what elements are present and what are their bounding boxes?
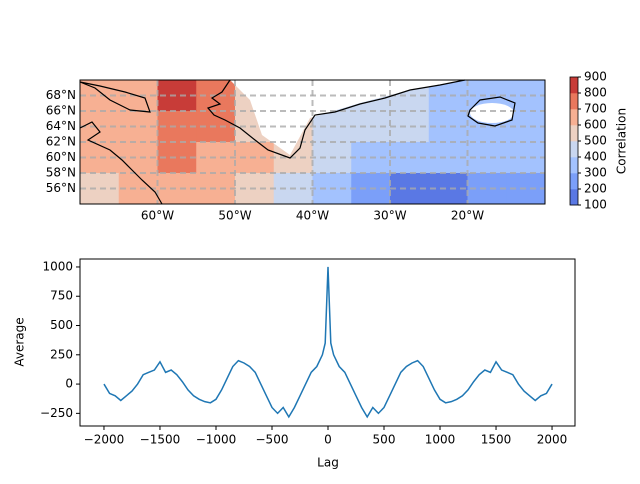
y-tick-label: 66°N xyxy=(46,104,76,118)
y-axis-label: Average xyxy=(13,317,27,366)
x-tick-label: 30°W xyxy=(373,209,406,223)
coastline xyxy=(467,96,516,127)
y-tick-label: 64°N xyxy=(46,119,76,133)
colorbar-segment xyxy=(570,125,578,142)
colorbar-segment xyxy=(570,141,578,158)
y-tick-label: 56°N xyxy=(46,181,76,195)
x-tick-label: 60°W xyxy=(141,209,174,223)
x-tick-label: 50°W xyxy=(218,209,251,223)
y-tick-label: 62°N xyxy=(46,135,76,149)
colorbar-tick-label: 800 xyxy=(584,86,607,100)
y-tick-label: 500 xyxy=(50,318,73,332)
colorbar-tick-label: 700 xyxy=(584,102,607,116)
x-axis-label: Lag xyxy=(317,456,339,470)
map-frame xyxy=(79,79,546,205)
y-tick-label: 750 xyxy=(50,289,73,303)
colorbar-tick-label: 300 xyxy=(584,166,607,180)
x-tick-label: 1500 xyxy=(481,433,512,447)
land-mask xyxy=(470,103,514,123)
y-tick-label: 250 xyxy=(50,347,73,361)
x-tick-label: 40°W xyxy=(296,209,329,223)
x-tick-label: 2000 xyxy=(537,433,568,447)
y-tick-label: 58°N xyxy=(46,166,76,180)
colorbar-segment xyxy=(570,173,578,190)
colorbar-tick-label: 500 xyxy=(584,134,607,148)
coastline xyxy=(79,121,163,205)
colorbar-tick-label: 600 xyxy=(584,118,607,132)
y-tick-label: −250 xyxy=(40,406,73,420)
x-tick-label: −1500 xyxy=(140,433,181,447)
colorbar-tick-label: 400 xyxy=(584,150,607,164)
map-grid xyxy=(80,80,545,204)
axes-frame xyxy=(79,258,576,427)
x-tick-label: −1000 xyxy=(196,433,237,447)
colorbar-segment xyxy=(570,93,578,110)
x-tick-label: 0 xyxy=(324,433,332,447)
line-series xyxy=(103,266,553,419)
x-tick-label: −500 xyxy=(256,433,289,447)
coastline xyxy=(79,81,151,113)
coastlines xyxy=(79,79,516,205)
land-mask xyxy=(230,80,465,155)
colorbar-segment xyxy=(570,157,578,174)
x-tick-label: 1000 xyxy=(425,433,456,447)
y-tick-label: 60°N xyxy=(46,150,76,164)
colorbar-tick-label: 200 xyxy=(584,182,607,196)
y-tick-label: 1000 xyxy=(42,259,73,273)
coastline xyxy=(206,79,466,159)
colorbar-label: Correlation xyxy=(615,108,629,174)
x-tick-label: −2000 xyxy=(84,433,125,447)
y-tick-label: 0 xyxy=(65,377,73,391)
x-tick-label: 20°W xyxy=(451,209,484,223)
colorbar-segment xyxy=(570,77,578,94)
colorbar-tick-label: 900 xyxy=(584,70,607,84)
x-tick-label: 500 xyxy=(373,433,396,447)
colorbar-segment xyxy=(570,189,578,206)
colorbar-tick-label: 100 xyxy=(584,198,607,212)
colorbar-segment xyxy=(570,109,578,126)
y-tick-label: 68°N xyxy=(46,88,76,102)
